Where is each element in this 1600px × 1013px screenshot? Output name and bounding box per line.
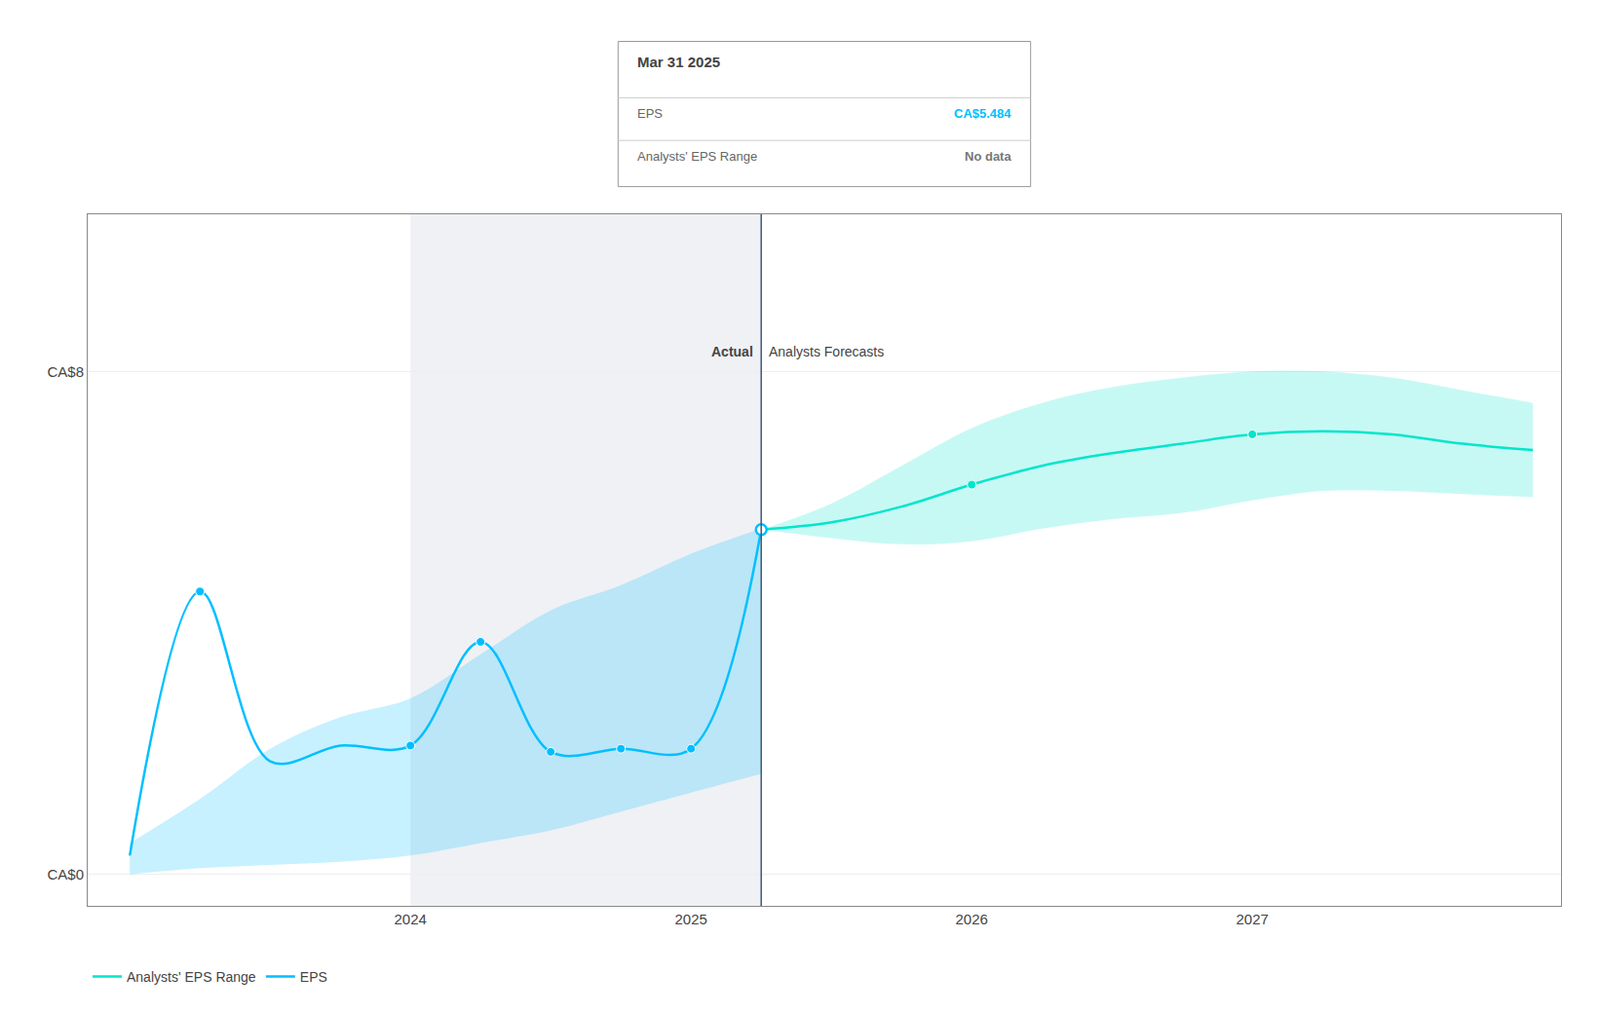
svg-text:Actual: Actual [711, 343, 754, 360]
svg-text:CA$8: CA$8 [46, 363, 84, 381]
svg-text:2026: 2026 [955, 911, 989, 928]
svg-text:No data: No data [964, 149, 1012, 164]
svg-text:CA$5.484: CA$5.484 [953, 106, 1012, 121]
svg-text:Analysts' EPS Range: Analysts' EPS Range [126, 969, 257, 986]
svg-text:2024: 2024 [394, 911, 427, 928]
svg-text:Analysts Forecasts: Analysts Forecasts [768, 343, 884, 360]
svg-text:CA$0: CA$0 [46, 866, 84, 883]
svg-text:2025: 2025 [675, 911, 708, 928]
svg-text:Mar 31 2025: Mar 31 2025 [637, 53, 721, 71]
svg-text:Analysts' EPS Range: Analysts' EPS Range [637, 149, 758, 164]
svg-text:EPS: EPS [637, 106, 663, 121]
svg-text:2027: 2027 [1236, 911, 1269, 928]
svg-text:EPS: EPS [300, 969, 328, 986]
